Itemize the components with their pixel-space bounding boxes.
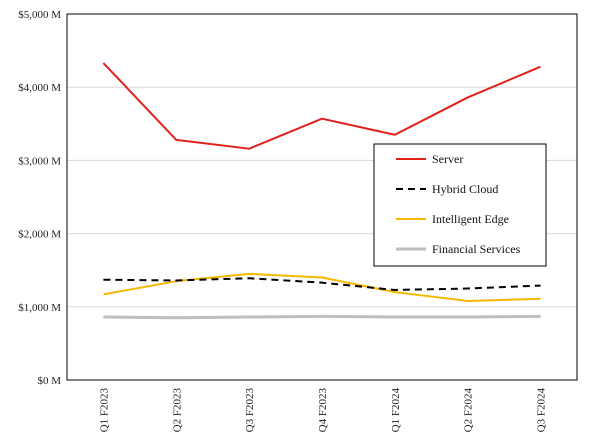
x-tick-label: Q4 F2023	[317, 388, 329, 433]
y-tick-label: $2,000 M	[18, 229, 61, 241]
series-lines	[102, 62, 541, 320]
series-line-server	[102, 62, 541, 150]
y-tick-label: $3,000 M	[18, 155, 61, 167]
series-line-financial-services	[103, 314, 541, 320]
x-tick-label: Q1 F2024	[390, 388, 402, 433]
x-axis-tick-labels: Q1 F2023 Q2 F2023 Q3 F2023 Q4 F2023 Q1 F2024…	[98, 388, 547, 433]
legend-box	[373, 143, 547, 267]
y-tick-label: $4,000 M	[18, 82, 61, 94]
y-tick-label: $0 M	[37, 375, 61, 387]
series-line-hybrid-cloud	[103, 277, 541, 291]
x-tick-label: Q2 F2023	[171, 388, 183, 433]
legend: Server Hybrid Cloud Intelligent Edge Financ…	[373, 143, 547, 267]
legend-label: Server	[432, 152, 463, 166]
x-tick-label: Q3 F2024	[536, 388, 548, 433]
x-tick-label: Q1 F2023	[98, 388, 110, 433]
y-tick-label: $1,000 M	[18, 302, 61, 314]
legend-label: Financial Services	[432, 242, 521, 256]
x-tick-label: Q2 F2024	[463, 388, 475, 433]
legend-label: Hybrid Cloud	[432, 182, 498, 196]
y-tick-label: $5,000 M	[18, 9, 61, 21]
y-axis-tick-labels: $0 M $1,000 M $2,000 M $3,000 M $4,000 M $5,0…	[18, 9, 61, 387]
legend-label: Intelligent Edge	[432, 212, 509, 226]
plot-area-border	[66, 13, 578, 381]
x-tick-label: Q3 F2023	[244, 388, 256, 433]
